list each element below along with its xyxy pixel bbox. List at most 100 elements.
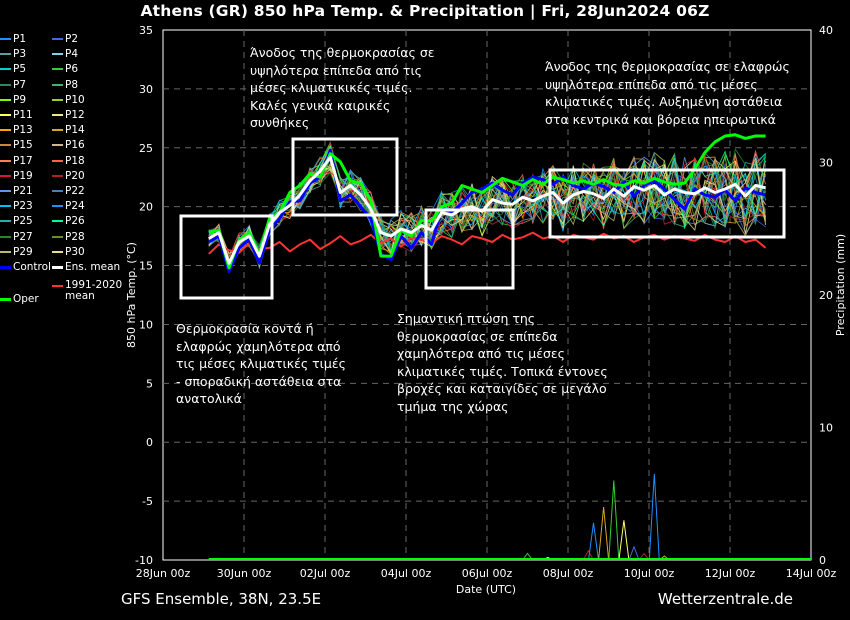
annotation-text-1: Θερμοκρασία κοντά ή ελαφρώς χαμηλότερα α… — [176, 321, 346, 406]
y-tick-label: 15 — [139, 260, 153, 273]
annotation-text-3: Σημαντική πτώση της θερμοκρασίας σε επίπ… — [397, 311, 608, 414]
legend-swatch — [52, 235, 63, 238]
legend-item: P17 — [0, 155, 33, 167]
legend-label: P16 — [65, 139, 85, 152]
legend-swatch — [52, 265, 63, 269]
legend-swatch — [52, 205, 63, 208]
series-control — [208, 148, 766, 273]
legend-label: P29 — [13, 245, 33, 258]
legend-label: P10 — [65, 93, 85, 106]
legend-label: P11 — [13, 109, 33, 121]
legend-label: Ens. mean — [65, 261, 121, 273]
member-line — [208, 151, 767, 273]
legend-item: P12 — [52, 109, 85, 121]
legend-item: P2 — [52, 33, 78, 45]
member-line — [208, 162, 767, 258]
y-tick-label: -5 — [142, 495, 153, 508]
legend-item: P9 — [0, 94, 26, 106]
legend-swatch — [0, 98, 11, 101]
x-tick-label: 06Jul 00z — [462, 567, 513, 580]
legend-item: P3 — [0, 48, 26, 60]
legend-swatch — [52, 174, 63, 177]
legend-label: P15 — [13, 139, 33, 152]
legend-item: P5 — [0, 63, 26, 75]
legend-item: P1 — [0, 33, 26, 45]
legend-item: P20 — [52, 170, 85, 182]
legend-swatch — [52, 68, 63, 71]
y2-tick-label: 40 — [819, 24, 833, 37]
legend-swatch — [0, 38, 11, 40]
legend-label: P8 — [65, 78, 79, 91]
annotation-text-4: Άνοδος της θερμοκρασίας σε ελαφρώς υψηλό… — [545, 59, 790, 127]
y2-tick-label: 30 — [819, 157, 833, 170]
legend: P1 P2 P3 P4 P5 P6 P7 P8 P9 P10 P11 P12 P13 P14 P15 P16 P… — [0, 30, 130, 320]
legend-swatch — [0, 297, 11, 301]
y-tick-label: 20 — [139, 201, 153, 214]
precip-spike — [608, 480, 620, 561]
legend-item: P30 — [52, 246, 85, 258]
legend-swatch — [0, 83, 11, 86]
legend-label: P21 — [13, 185, 33, 197]
legend-item: Oper — [0, 293, 39, 305]
legend-label: P22 — [65, 185, 85, 197]
legend-label: P25 — [13, 215, 33, 228]
legend-item: P28 — [52, 231, 85, 243]
legend-swatch — [0, 114, 11, 116]
legend-item: P6 — [52, 63, 78, 75]
legend-swatch — [52, 38, 63, 40]
legend-label: P9 — [13, 93, 27, 106]
legend-item: P22 — [52, 185, 85, 197]
legend-item: P19 — [0, 170, 33, 182]
legend-swatch — [52, 190, 63, 192]
legend-swatch — [52, 83, 63, 86]
legend-swatch — [0, 265, 11, 269]
legend-item: P16 — [52, 139, 85, 151]
y-tick-label: 0 — [146, 436, 153, 449]
legend-label: P18 — [65, 154, 85, 167]
legend-swatch — [0, 250, 11, 253]
legend-swatch — [52, 250, 63, 253]
legend-swatch — [0, 205, 11, 208]
legend-label: P17 — [13, 154, 33, 167]
legend-swatch — [52, 159, 63, 162]
legend-item: P23 — [0, 200, 33, 212]
y-tick-label: 25 — [139, 142, 153, 155]
legend-swatch — [52, 53, 63, 56]
x-axis-label: Date (UTC) — [456, 583, 516, 596]
legend-swatch — [0, 235, 11, 238]
legend-item: P27 — [0, 231, 33, 243]
y-axis-label: 850 hPa Temp. (°C) — [125, 242, 138, 348]
precip-spike — [628, 545, 640, 561]
legend-swatch — [0, 144, 11, 147]
footer-model-info: GFS Ensemble, 38N, 23.5E — [121, 590, 322, 608]
legend-label: P19 — [13, 169, 33, 182]
legend-item: P21 — [0, 185, 33, 197]
legend-item: P14 — [52, 124, 85, 136]
y2-tick-label: 20 — [819, 289, 833, 302]
legend-item: Control — [0, 261, 51, 273]
x-tick-label: 02Jul 00z — [300, 567, 351, 580]
annotation-box-3 — [424, 208, 515, 290]
legend-label: P5 — [13, 63, 27, 76]
x-tick-label: 30Jun 00z — [217, 567, 272, 580]
precip-spike — [588, 522, 599, 561]
legend-item: P18 — [52, 155, 85, 167]
legend-label: P24 — [65, 200, 85, 213]
precip-spike — [598, 506, 610, 561]
legend-item: P24 — [52, 200, 85, 212]
precip-spike — [648, 473, 660, 561]
legend-label: P4 — [65, 48, 79, 61]
precip-spike — [638, 552, 650, 561]
legend-swatch — [0, 174, 11, 177]
legend-label: Oper — [13, 293, 39, 306]
y-tick-label: 5 — [146, 377, 153, 390]
y2-tick-label: 10 — [819, 422, 833, 435]
grid — [163, 30, 811, 560]
legend-swatch — [52, 98, 63, 101]
footer-site-name: Wetterzentrale.de — [657, 590, 793, 608]
y2-tick-label: 0 — [819, 554, 826, 567]
legend-label: P26 — [65, 215, 85, 228]
legend-swatch — [0, 53, 11, 56]
annotation-boxes — [179, 137, 786, 300]
